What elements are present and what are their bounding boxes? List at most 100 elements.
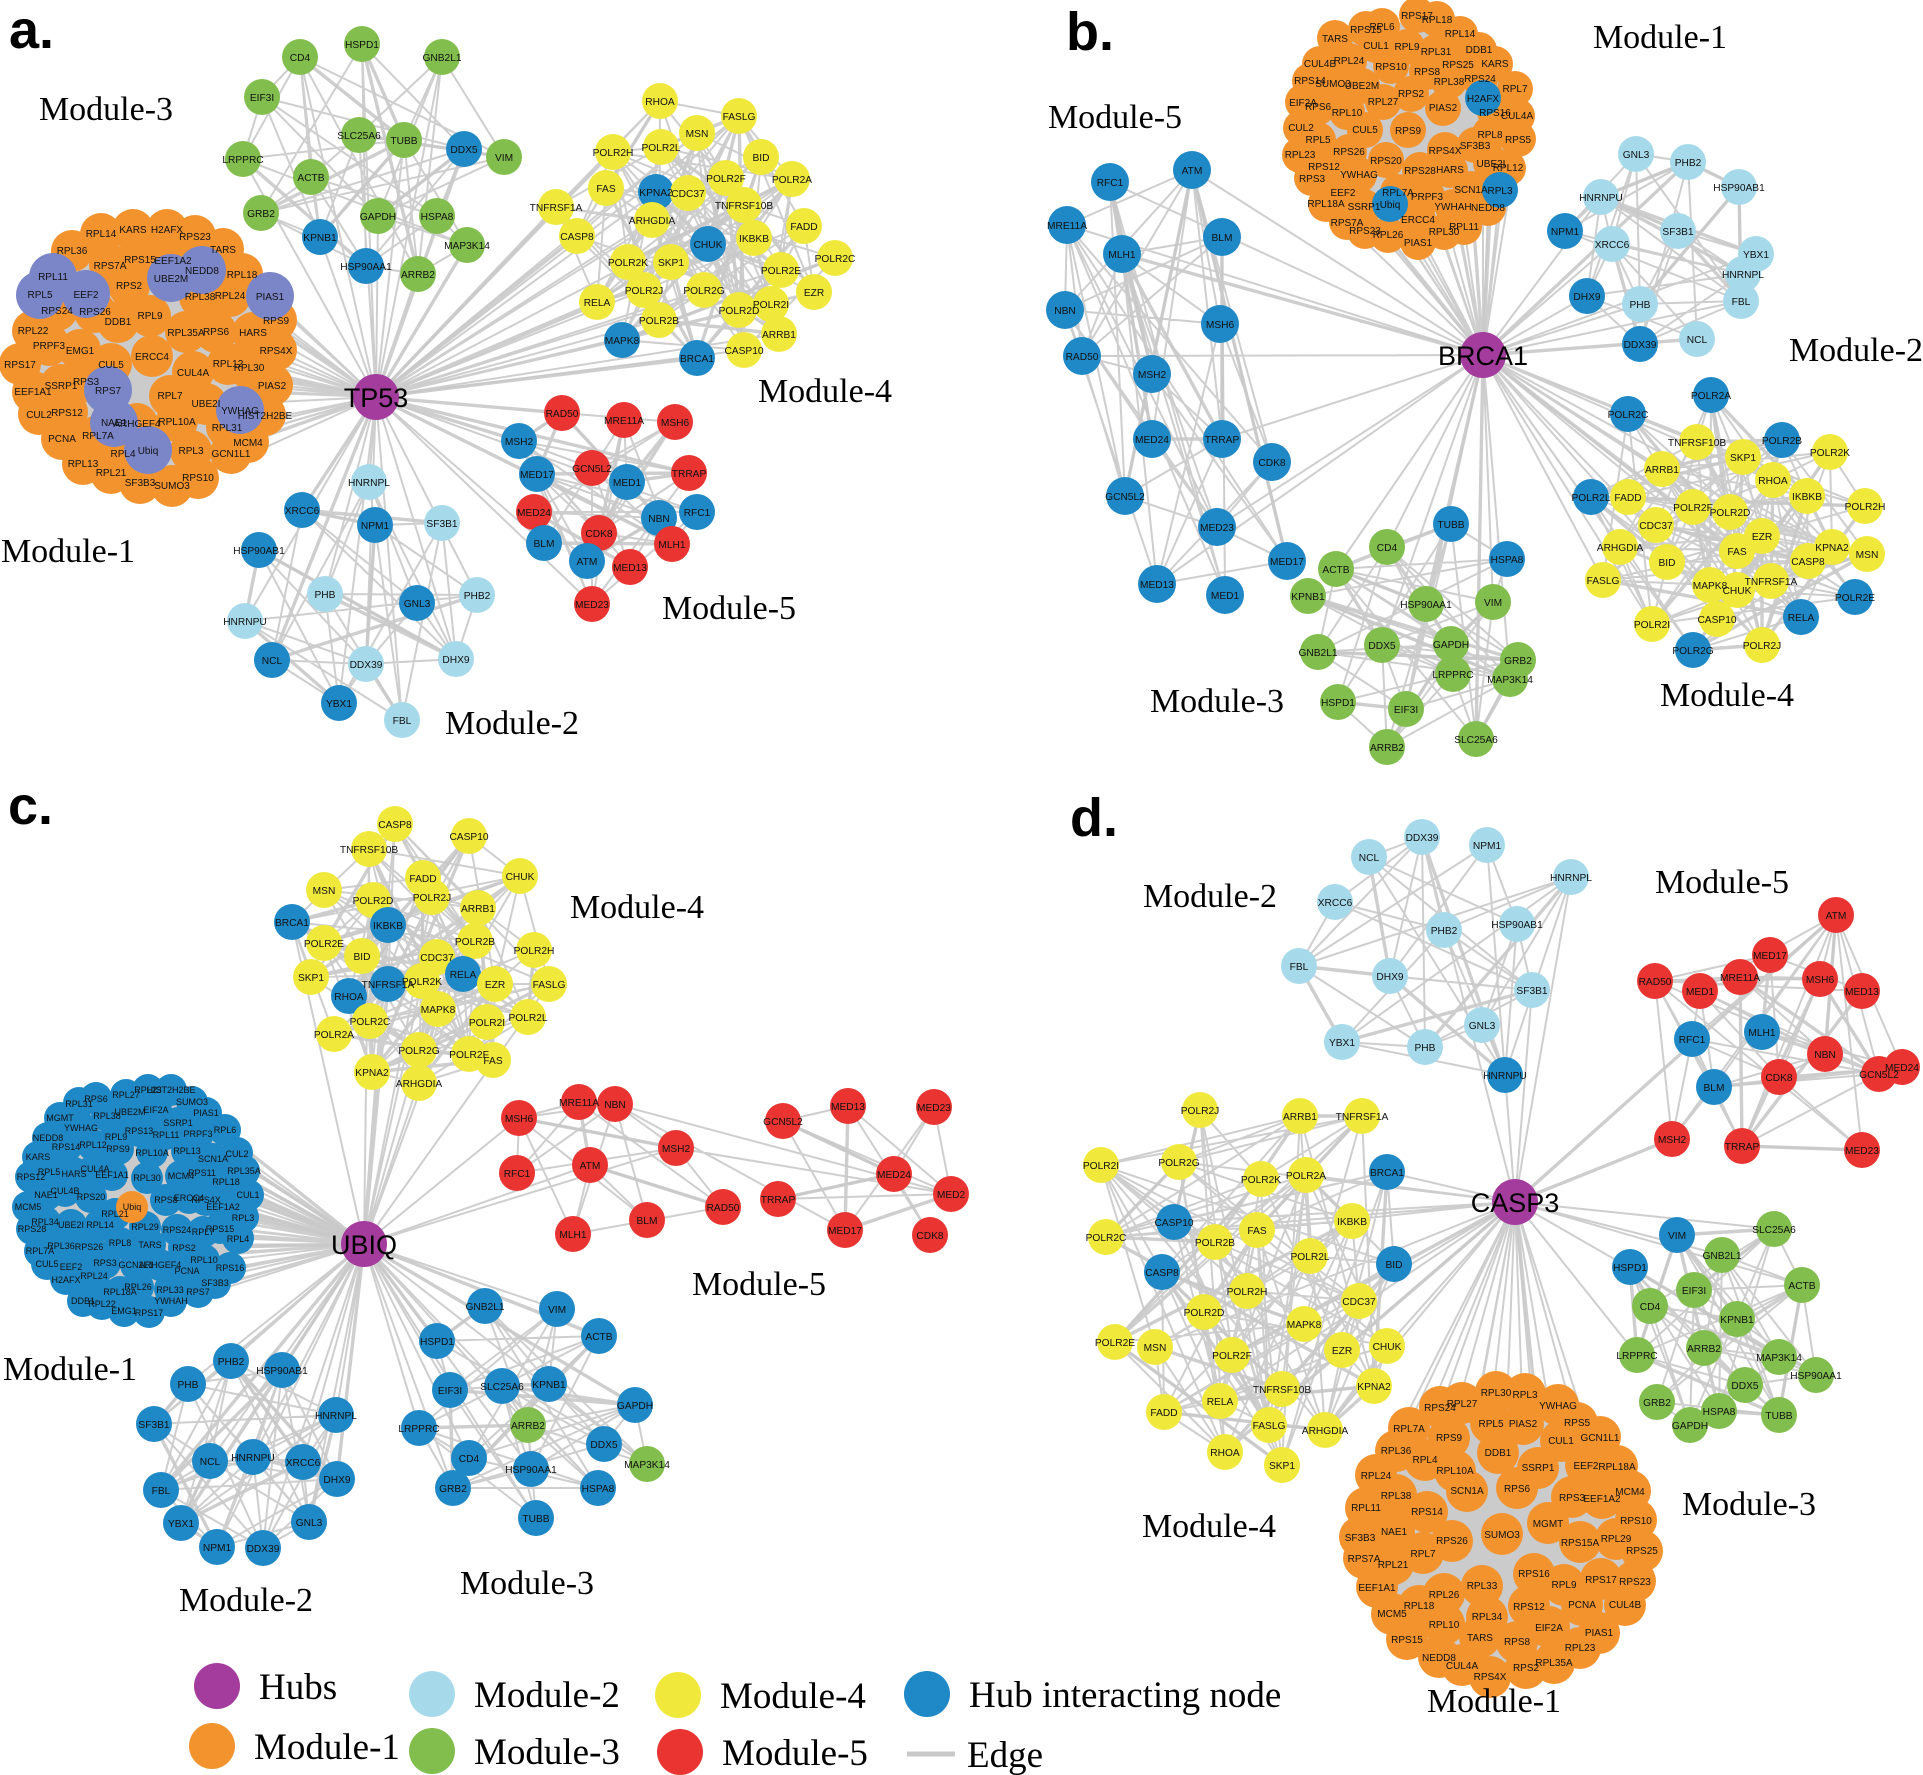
svg-text:YWHAH: YWHAH — [1434, 202, 1471, 213]
svg-text:ARRB1: ARRB1 — [461, 904, 495, 915]
svg-text:RPL3: RPL3 — [1487, 186, 1512, 197]
svg-text:Module-2: Module-2 — [445, 705, 579, 742]
svg-text:RPL18A: RPL18A — [1598, 1462, 1636, 1473]
svg-text:POLR2F: POLR2F — [706, 174, 746, 185]
svg-text:RPL29: RPL29 — [131, 1222, 159, 1232]
svg-text:IKBKB: IKBKB — [373, 921, 403, 932]
svg-text:SSRP1: SSRP1 — [163, 1118, 193, 1128]
svg-text:RPL5: RPL5 — [38, 1167, 61, 1177]
svg-text:DDX5: DDX5 — [1731, 1381, 1759, 1392]
svg-text:RPS24: RPS24 — [163, 1225, 192, 1235]
svg-text:HSPA8: HSPA8 — [582, 1484, 615, 1495]
svg-text:NBN: NBN — [648, 514, 670, 525]
svg-text:BLM: BLM — [637, 1216, 658, 1227]
svg-text:HNRNPL: HNRNPL — [1722, 270, 1764, 281]
svg-text:HSPD1: HSPD1 — [1321, 698, 1355, 709]
svg-text:HSP90AA1: HSP90AA1 — [505, 1465, 557, 1476]
svg-text:PIAS1: PIAS1 — [256, 292, 285, 303]
svg-text:MAP3K14: MAP3K14 — [1487, 675, 1533, 686]
svg-text:VIM: VIM — [1484, 598, 1502, 609]
svg-text:MED13: MED13 — [831, 1102, 865, 1113]
svg-text:TNFRSF10B: TNFRSF10B — [1668, 438, 1727, 449]
svg-text:RPS14: RPS14 — [1294, 76, 1326, 87]
svg-text:HSPA8: HSPA8 — [1703, 1407, 1736, 1418]
svg-text:DDX39: DDX39 — [247, 1544, 280, 1555]
svg-text:RPL26: RPL26 — [1429, 1590, 1460, 1601]
svg-text:HSP90AA1: HSP90AA1 — [1400, 600, 1452, 611]
svg-text:BID: BID — [753, 153, 770, 164]
svg-text:RPS2: RPS2 — [172, 1243, 196, 1253]
svg-text:NCL: NCL — [1359, 853, 1380, 864]
svg-text:MSH2: MSH2 — [1658, 1135, 1687, 1146]
svg-text:EIF3I: EIF3I — [438, 1386, 462, 1397]
svg-text:BLM: BLM — [1704, 1083, 1725, 1094]
svg-text:MSN: MSN — [686, 129, 709, 140]
svg-text:RPL21: RPL21 — [101, 1209, 129, 1219]
svg-text:CUL5: CUL5 — [35, 1259, 58, 1269]
svg-text:POLR2H: POLR2H — [1845, 502, 1886, 513]
svg-text:Module-4: Module-4 — [1142, 1508, 1276, 1545]
svg-text:ERCC4: ERCC4 — [1401, 215, 1435, 226]
svg-text:CUL4A: CUL4A — [80, 1164, 109, 1174]
svg-text:MCM4: MCM4 — [168, 1171, 195, 1181]
svg-text:RPL7: RPL7 — [1410, 1549, 1435, 1560]
svg-text:CD4: CD4 — [1377, 543, 1398, 554]
svg-text:SSRP1: SSRP1 — [1522, 1463, 1555, 1474]
svg-text:EZR: EZR — [485, 980, 505, 991]
svg-text:RPL10A: RPL10A — [135, 1148, 169, 1158]
svg-text:MED13: MED13 — [1845, 987, 1879, 998]
svg-text:POLR2D: POLR2D — [353, 896, 394, 907]
svg-text:SUMO3: SUMO3 — [1315, 79, 1351, 90]
svg-text:RFC1: RFC1 — [1097, 178, 1124, 189]
svg-text:RPL30: RPL30 — [1481, 1388, 1512, 1399]
svg-text:KPNA2: KPNA2 — [1357, 1382, 1391, 1393]
svg-text:Module-3: Module-3 — [474, 1732, 620, 1773]
svg-text:POLR2I: POLR2I — [1083, 1161, 1119, 1172]
svg-text:DHX9: DHX9 — [442, 655, 470, 666]
svg-text:PHB: PHB — [315, 590, 336, 601]
svg-text:DDX5: DDX5 — [1368, 641, 1396, 652]
svg-text:KPNA2: KPNA2 — [355, 1068, 389, 1079]
svg-text:BRCA1: BRCA1 — [1370, 1168, 1404, 1179]
svg-text:Hubs: Hubs — [259, 1667, 337, 1708]
svg-text:NBN: NBN — [1054, 306, 1076, 317]
svg-text:POLR2F: POLR2F — [449, 1050, 489, 1061]
svg-text:BLM: BLM — [534, 539, 555, 550]
svg-text:RPS7A: RPS7A — [1331, 218, 1364, 229]
svg-text:RPL5: RPL5 — [27, 290, 52, 301]
svg-text:MED23: MED23 — [1845, 1146, 1879, 1157]
svg-text:RPL13: RPL13 — [173, 1146, 201, 1156]
svg-text:UBIQ: UBIQ — [331, 1230, 397, 1260]
svg-text:RPL10A: RPL10A — [1436, 1466, 1474, 1477]
svg-text:POLR2A: POLR2A — [1286, 1171, 1326, 1182]
svg-text:MED2: MED2 — [937, 1190, 966, 1201]
svg-text:MED23: MED23 — [575, 600, 609, 611]
svg-text:GAPDH: GAPDH — [1433, 640, 1469, 651]
svg-text:EIF3I: EIF3I — [1394, 705, 1418, 716]
svg-text:IKBKB: IKBKB — [1792, 492, 1822, 503]
svg-text:EZR: EZR — [804, 288, 824, 299]
svg-text:HSPD1: HSPD1 — [1613, 1263, 1647, 1274]
svg-text:RFC1: RFC1 — [504, 1169, 531, 1180]
svg-text:NPM1: NPM1 — [361, 521, 390, 532]
svg-text:CUL1: CUL1 — [1548, 1436, 1574, 1447]
svg-text:RPS15A: RPS15A — [1561, 1538, 1600, 1549]
svg-text:NCL: NCL — [1687, 335, 1708, 346]
svg-text:RPL30: RPL30 — [1429, 227, 1460, 238]
svg-text:RPS15: RPS15 — [124, 255, 156, 266]
svg-text:RPS10: RPS10 — [182, 473, 214, 484]
svg-text:HNRNPU: HNRNPU — [1579, 193, 1623, 204]
svg-text:RPL18A: RPL18A — [103, 1287, 137, 1297]
svg-text:CD4: CD4 — [459, 1454, 480, 1465]
svg-text:RPL29: RPL29 — [1601, 1534, 1632, 1545]
svg-text:RHOA: RHOA — [645, 97, 675, 108]
svg-text:RPS12: RPS12 — [51, 408, 83, 419]
svg-text:Ubiq: Ubiq — [123, 1202, 142, 1212]
svg-text:CHUK: CHUK — [506, 872, 535, 883]
svg-text:TNFRSF1A: TNFRSF1A — [1745, 577, 1798, 588]
svg-text:RPL3: RPL3 — [232, 1213, 255, 1223]
svg-text:POLR2H: POLR2H — [1227, 1287, 1268, 1298]
svg-text:ACTB: ACTB — [1322, 565, 1349, 576]
svg-text:PHB2: PHB2 — [464, 591, 491, 602]
svg-text:CDK8: CDK8 — [1765, 1073, 1793, 1084]
